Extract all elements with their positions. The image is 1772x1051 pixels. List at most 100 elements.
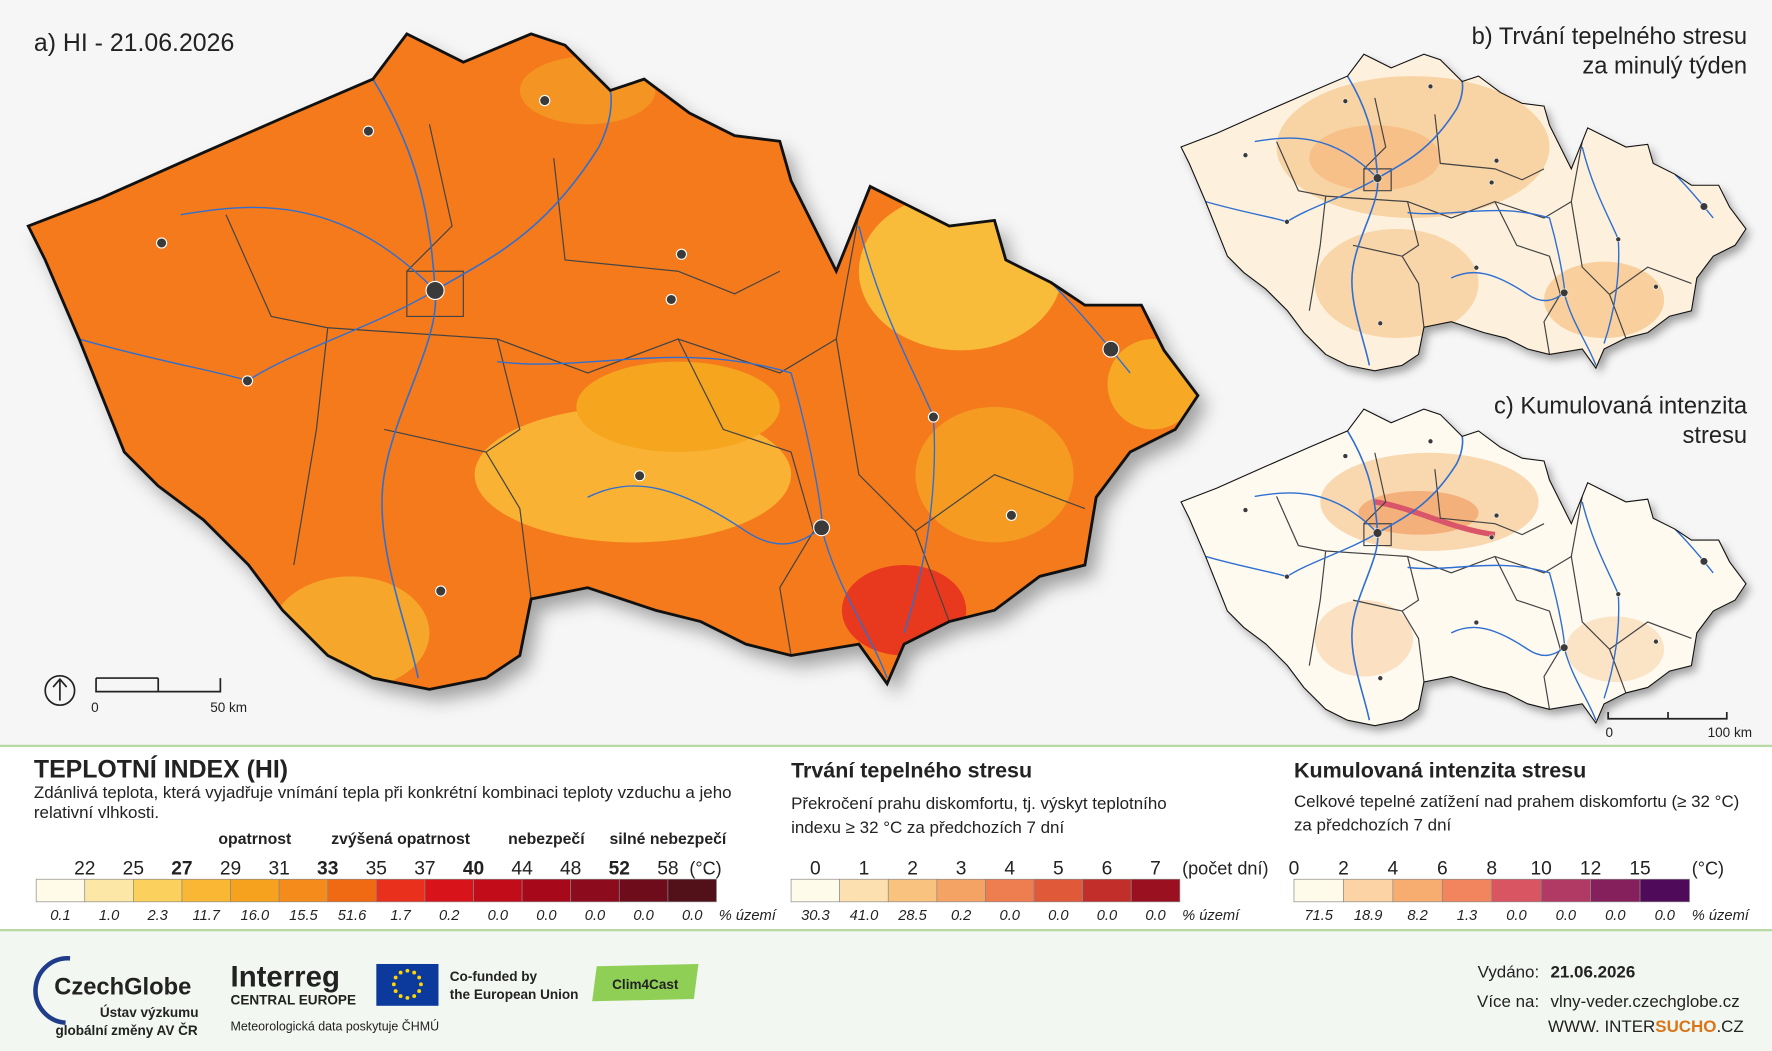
legend-tick: 3	[956, 859, 967, 880]
legend-tick: 25	[123, 859, 144, 880]
legend-share: 15.5	[289, 908, 318, 924]
map-title: za minulý týden	[1582, 53, 1747, 79]
legend-level: opatrnost	[218, 831, 292, 848]
legend-swatch	[181, 878, 231, 903]
legend-title: Trvání tepelného stresu	[791, 759, 1032, 783]
legend-swatch	[936, 878, 986, 903]
north-arrow	[44, 674, 76, 707]
issued-label: Vydáno:	[1478, 963, 1540, 982]
legend-share-unit: % území	[719, 908, 778, 924]
legend-swatch	[375, 878, 426, 903]
legend-title: Kumulovaná intenzita stresu	[1294, 759, 1586, 783]
legend-swatch	[1343, 878, 1394, 903]
legend-description: relativní vlhkosti.	[34, 803, 159, 822]
legend-share: 2.3	[146, 908, 168, 924]
scale-bar	[95, 677, 222, 693]
legend-share: 16.0	[241, 908, 270, 924]
legend-tick: 27	[171, 859, 192, 880]
legend-description: Překročení prahu diskomfortu, tj. výskyt…	[791, 794, 1167, 813]
scale-bar	[1607, 711, 1728, 720]
legend-tick: 10	[1530, 859, 1551, 880]
legend-swatch	[1590, 878, 1641, 903]
legend-share: 0.0	[682, 908, 703, 924]
legend-swatch	[667, 878, 717, 903]
legend-share: 0.0	[488, 908, 509, 924]
legend-swatch	[1033, 878, 1083, 903]
legend-level: silné nebezpečí	[609, 831, 726, 848]
legend-share: 8.2	[1407, 908, 1427, 924]
legend-tick: 0	[1289, 859, 1300, 880]
scale-label: 0	[1605, 725, 1613, 740]
legend-share: 0.0	[1556, 908, 1577, 924]
legend-tick: 7	[1150, 859, 1161, 880]
legend-share: 0.0	[1605, 908, 1626, 924]
legend-share: 0.0	[1048, 908, 1069, 924]
legend-share: 1.3	[1457, 908, 1478, 924]
site-part: SUCHO	[1655, 1017, 1716, 1036]
url: vlny-veder.czechglobe.cz	[1551, 992, 1740, 1011]
legend-share: 0.0	[585, 908, 606, 924]
legend-swatch	[1441, 878, 1493, 903]
map-intensity	[1180, 408, 1747, 727]
data-note: Meteorologická data poskytuje ČHMÚ	[231, 1019, 440, 1034]
project-logo: Clim4Cast	[592, 963, 699, 1002]
legend-share-unit: % území	[1692, 908, 1751, 924]
legend-description: za předchozích 7 dní	[1294, 816, 1452, 835]
legend-unit: (počet dní)	[1182, 859, 1268, 879]
legend-share: 0.2	[951, 908, 971, 924]
legend-share: 0.0	[1506, 908, 1527, 924]
logo-text: the European Union	[450, 987, 579, 1002]
legend-unit: (°C)	[689, 859, 721, 879]
legend-share-unit: % území	[1182, 908, 1241, 924]
legend-tick: 22	[74, 859, 95, 880]
legend-level: zvýšená opatrnost	[331, 831, 471, 848]
map-title: stresu	[1683, 423, 1748, 449]
legend-swatch	[1491, 878, 1542, 903]
logo-text: Ústav výzkumu	[100, 1005, 199, 1020]
legend-share: 30.3	[801, 908, 830, 924]
legend-share: 0.0	[1097, 908, 1118, 924]
logo-text: CzechGlobe	[54, 974, 191, 1000]
legend-share: 41.0	[850, 908, 879, 924]
legend-swatch	[473, 878, 523, 903]
legend-share: 0.0	[536, 908, 557, 924]
legend-tick: 48	[560, 859, 581, 880]
legends: TEPLOTNÍ INDEX (HI)Zdánlivá teplota, kte…	[34, 755, 1751, 924]
more-label: Více na:	[1477, 992, 1539, 1011]
site-part: .CZ	[1716, 1017, 1743, 1036]
legend-tick: 31	[268, 859, 289, 880]
logo-text: globální změny AV ČR	[55, 1023, 197, 1038]
legend-tick: 37	[414, 859, 435, 880]
scale-label: 50 km	[210, 700, 247, 715]
legend-tick: 0	[810, 859, 821, 880]
legend-swatch	[1082, 878, 1132, 903]
legend-tick: 2	[1338, 859, 1349, 880]
legend-swatch	[1293, 878, 1344, 903]
legend-swatch	[327, 878, 377, 903]
footer-panel	[0, 930, 1772, 1051]
interreg-logo: Interreg CENTRAL EUROPE	[231, 961, 356, 1008]
legend-tick: 4	[1004, 859, 1015, 880]
legend-share: 11.7	[192, 908, 220, 924]
legend-share: 0.0	[1655, 908, 1676, 924]
legend-swatch	[521, 878, 572, 903]
legend-tick: 4	[1388, 859, 1399, 880]
map-title: a) HI - 21.06.2026	[34, 29, 234, 57]
legend-tick: 6	[1102, 859, 1113, 880]
scale-label: 0	[91, 700, 99, 715]
legend-tick: 2	[907, 859, 918, 880]
legend-swatch	[790, 878, 841, 903]
issued-date: 21.06.2026	[1551, 963, 1636, 982]
logo-text: CENTRAL EUROPE	[231, 993, 356, 1008]
legend-description: indexu ≥ 32 °C za předchozích 7 dní	[791, 818, 1064, 837]
legend-swatch	[570, 878, 620, 903]
legend-tick: 29	[220, 859, 241, 880]
eu-logo: Co-funded by the European Union	[376, 963, 579, 1006]
legend-share: 0.1	[50, 908, 70, 924]
logo-text: Interreg	[231, 961, 340, 994]
legend-description: Celkové tepelné zatížení nad prahem disk…	[1294, 792, 1739, 811]
legend-tick: 15	[1629, 859, 1650, 880]
legend-tick: 40	[463, 859, 484, 880]
legend-swatch	[985, 878, 1035, 903]
